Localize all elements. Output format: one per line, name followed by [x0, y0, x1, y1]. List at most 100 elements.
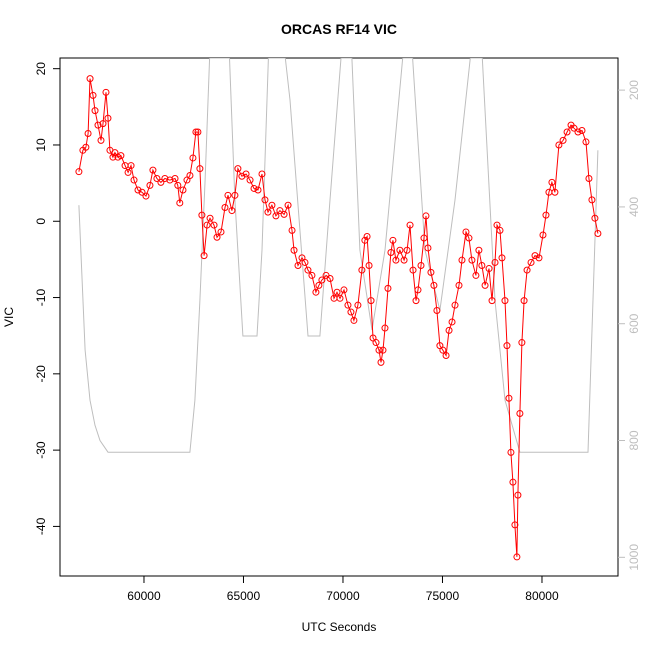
plot-area — [75, 58, 602, 561]
data-point — [99, 120, 107, 128]
chart-title: ORCAS RF14 VIC — [281, 21, 397, 37]
data-point — [365, 262, 373, 270]
data-point — [250, 184, 258, 192]
plot-frame — [59, 57, 619, 577]
data-point — [326, 274, 334, 282]
data-point — [481, 281, 489, 289]
data-point — [200, 252, 208, 260]
data-point — [417, 262, 425, 270]
data-point — [109, 153, 117, 161]
data-point — [559, 136, 567, 144]
data-point — [318, 276, 326, 284]
data-point — [485, 265, 493, 273]
data-point — [117, 152, 125, 160]
data-point — [594, 229, 602, 237]
data-point — [442, 352, 450, 360]
data-point — [574, 128, 582, 136]
data-point — [465, 234, 473, 242]
data-point — [570, 124, 578, 132]
data-point — [268, 201, 276, 209]
data-point — [290, 246, 298, 254]
data-point — [272, 212, 280, 220]
data-point — [516, 410, 524, 418]
data-point — [468, 256, 476, 264]
data-point — [379, 346, 387, 354]
data-point — [284, 201, 292, 209]
data-point — [588, 196, 596, 204]
data-point — [234, 165, 242, 173]
data-point — [210, 221, 218, 229]
data-point — [591, 214, 599, 222]
data-point — [433, 307, 441, 315]
data-point — [389, 236, 397, 244]
data-point — [555, 141, 563, 149]
data-point — [124, 168, 132, 176]
data-point — [472, 271, 480, 279]
data-point — [409, 266, 417, 274]
y-tick-label: -40 — [34, 517, 48, 535]
data-point — [455, 281, 463, 289]
data-point — [213, 233, 221, 241]
data-point — [138, 188, 146, 196]
y2-tick-label: 400 — [627, 197, 641, 217]
data-point — [511, 521, 519, 529]
data-point — [381, 324, 389, 332]
data-point — [192, 128, 200, 136]
data-point — [246, 176, 254, 184]
data-point — [520, 297, 528, 305]
data-point — [203, 221, 211, 229]
data-point — [462, 228, 470, 236]
y2-tick-label: 600 — [627, 313, 641, 333]
data-point — [548, 178, 556, 186]
data-point — [206, 214, 214, 222]
data-point — [146, 181, 154, 189]
data-point — [94, 121, 102, 129]
data-point — [350, 316, 358, 324]
data-point — [478, 262, 486, 270]
data-point — [513, 553, 521, 561]
data-point — [414, 286, 422, 294]
data-point — [496, 226, 504, 234]
data-point — [149, 166, 157, 174]
data-point — [367, 297, 375, 305]
data-point — [563, 128, 571, 136]
data-point — [258, 170, 266, 178]
data-point — [194, 128, 202, 136]
y-axis-label: VIC — [2, 307, 16, 327]
data-point — [189, 154, 197, 162]
data-point — [238, 172, 246, 180]
data-point — [396, 246, 404, 254]
data-point — [458, 256, 466, 264]
data-point — [509, 478, 517, 486]
data-point — [84, 130, 92, 138]
data-point — [523, 266, 531, 274]
data-point — [174, 181, 182, 189]
data-point — [377, 358, 385, 366]
data-point — [86, 75, 94, 83]
data-point — [551, 188, 559, 196]
data-point — [91, 107, 99, 115]
data-point — [422, 212, 430, 220]
data-point — [439, 346, 447, 354]
data-point — [582, 138, 590, 146]
data-point — [97, 136, 105, 144]
data-point — [186, 171, 194, 179]
x-tick-label: 75000 — [426, 589, 460, 603]
y2-tick-label: 1000 — [627, 544, 641, 571]
data-point — [176, 199, 184, 207]
data-point — [406, 221, 414, 229]
data-point — [231, 191, 239, 199]
y-tick-label: 20 — [34, 62, 48, 76]
data-point — [161, 175, 169, 183]
data-point — [340, 286, 348, 294]
data-point — [514, 491, 522, 499]
series-line — [78, 58, 599, 453]
data-point — [75, 168, 83, 176]
data-point — [491, 258, 499, 266]
data-point — [294, 262, 302, 270]
data-point — [171, 175, 179, 183]
data-point — [347, 308, 355, 316]
data-point — [127, 162, 135, 170]
data-point — [130, 176, 138, 184]
